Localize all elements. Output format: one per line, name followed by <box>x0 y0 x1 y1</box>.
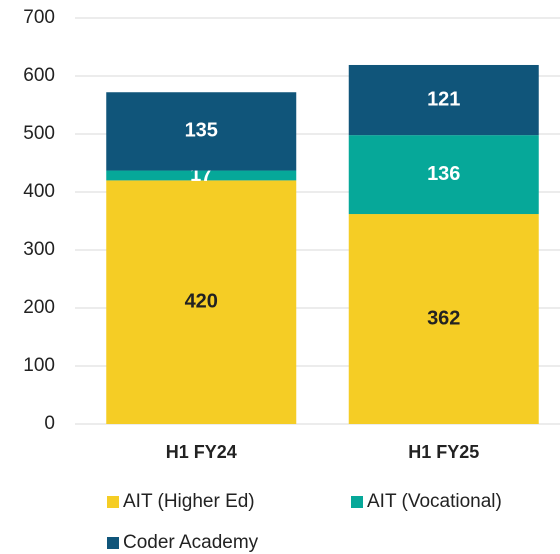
y-tick-label: 300 <box>23 239 55 260</box>
bar-segment <box>106 92 297 171</box>
y-tick-label: 700 <box>23 7 55 28</box>
data-label: 362 <box>427 307 460 329</box>
bar-segment <box>348 64 539 136</box>
y-tick-label: 0 <box>44 413 55 434</box>
x-tick-label: H1 FY24 <box>166 442 237 462</box>
data-label: 420 <box>185 290 218 312</box>
bar-segment <box>106 180 297 424</box>
legend-swatch <box>107 496 119 508</box>
data-label: 136 <box>427 163 460 185</box>
data-label: 135 <box>185 120 218 142</box>
legend-swatch <box>351 496 363 508</box>
y-tick-label: 500 <box>23 123 55 144</box>
legend-label: Coder Academy <box>123 532 259 553</box>
bar-segment <box>348 214 539 424</box>
y-tick-label: 600 <box>23 65 55 86</box>
y-tick-label: 400 <box>23 181 55 202</box>
bar-segment <box>106 170 297 181</box>
legend-label: AIT (Higher Ed) <box>123 491 255 512</box>
data-label: 121 <box>427 88 460 110</box>
legend-swatch <box>107 537 119 549</box>
y-tick-label: 100 <box>23 355 55 376</box>
legend-label: AIT (Vocational) <box>367 491 502 512</box>
y-tick-label: 200 <box>23 297 55 318</box>
x-tick-label: H1 FY25 <box>408 442 479 462</box>
bar-segment <box>348 135 539 215</box>
